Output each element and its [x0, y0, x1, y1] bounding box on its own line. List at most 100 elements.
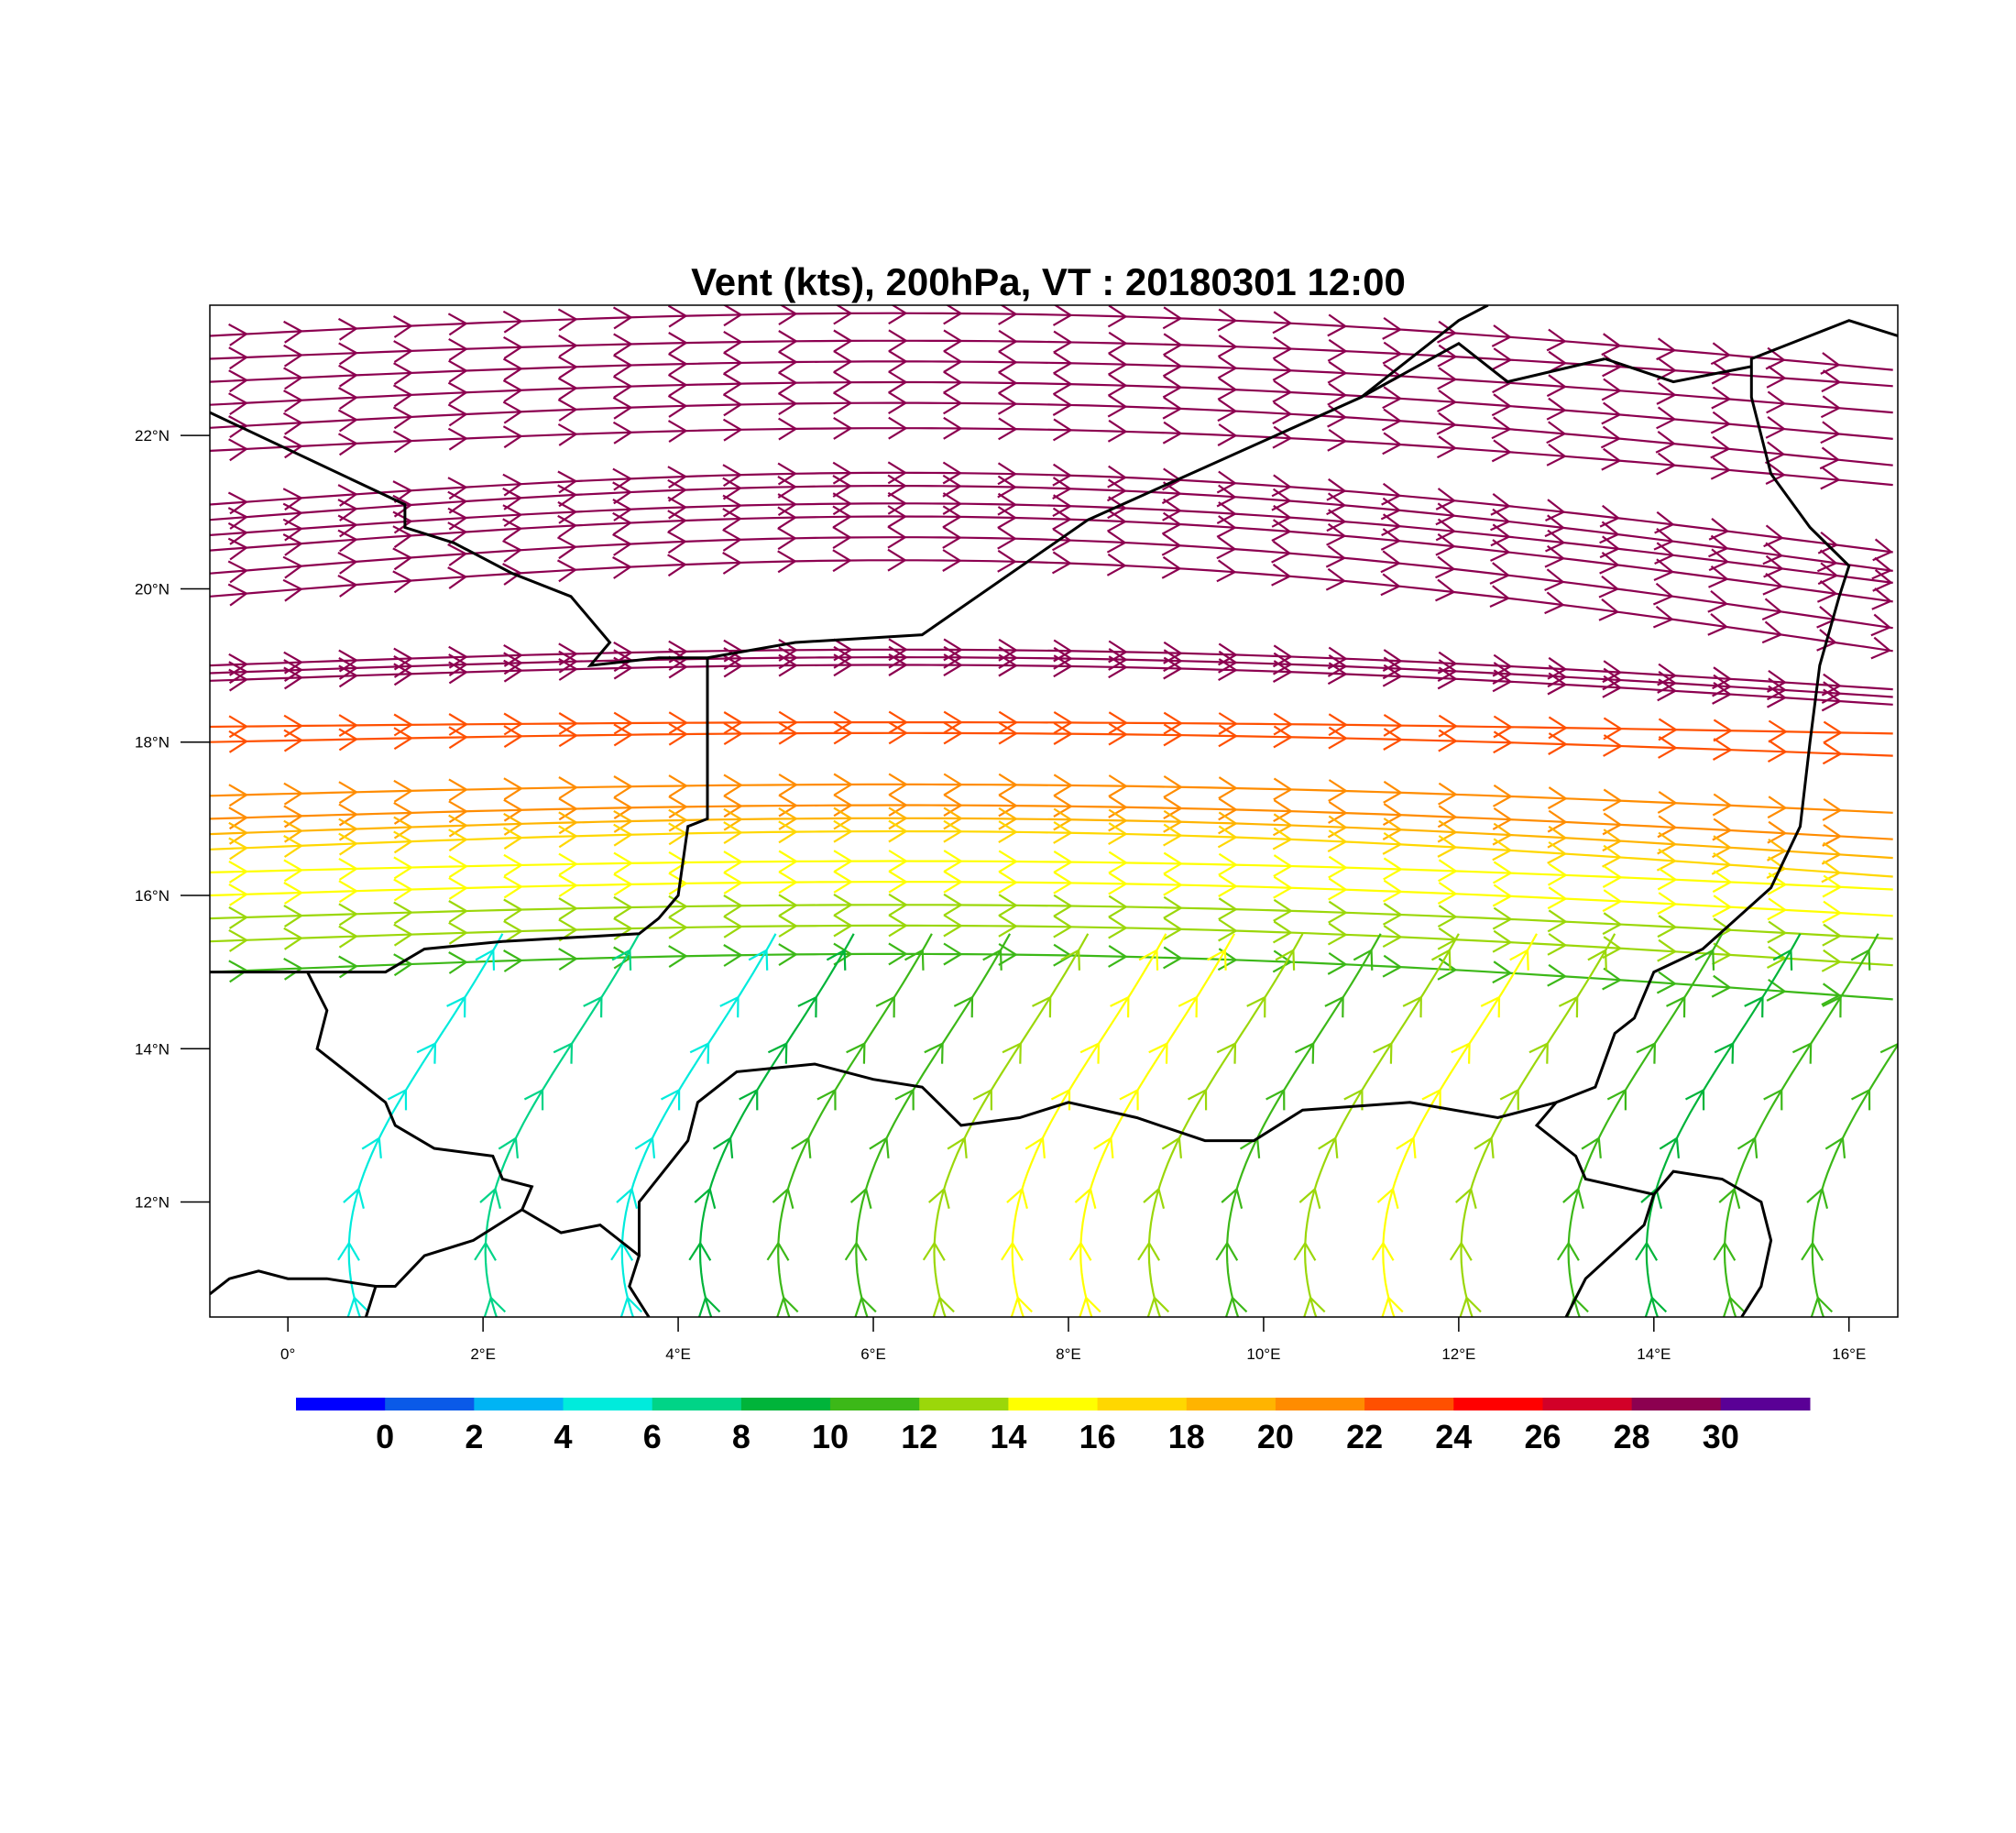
wind-arrowhead — [1493, 715, 1514, 739]
wind-arrowhead — [558, 712, 579, 735]
wind-arrowhead — [1052, 372, 1073, 396]
lon-tick-label: 10°E — [1246, 1345, 1280, 1363]
wind-arrowhead — [557, 484, 578, 508]
wind-arrowhead — [1556, 1241, 1580, 1261]
wind-arrowhead — [228, 415, 248, 439]
colorbar-swatch — [1542, 1398, 1633, 1410]
lon-tick-label: 0° — [280, 1345, 295, 1363]
wind-arrowhead — [846, 1041, 866, 1064]
wind-arrowhead — [1068, 1241, 1092, 1261]
wind-streamline-curved — [1382, 933, 1538, 1317]
wind-arrowhead — [1052, 418, 1073, 442]
wind-arrowhead — [668, 711, 689, 735]
wind-arrowhead — [998, 871, 1018, 895]
wind-arrowhead — [338, 728, 359, 752]
wind-arrowhead — [393, 856, 414, 880]
wind-arrowhead — [1001, 1241, 1024, 1261]
wind-arrowhead — [1438, 729, 1458, 752]
wind-arrowhead — [1656, 357, 1677, 381]
colorbar-label: 20 — [1257, 1418, 1294, 1455]
wind-arrowhead — [778, 850, 799, 873]
wind-arrowhead — [668, 916, 688, 939]
wind-arrowhead — [998, 417, 1018, 441]
wind-arrowhead — [1872, 569, 1893, 592]
wind-arrowhead — [1820, 395, 1842, 419]
wind-arrowhead — [228, 730, 249, 753]
country-border — [1534, 1101, 1773, 1317]
colorbar-label: 16 — [1079, 1418, 1116, 1455]
wind-arrowhead — [1303, 1295, 1326, 1317]
wind-arrowhead — [1052, 507, 1072, 531]
wind-arrowhead — [1053, 654, 1073, 678]
wind-arrowhead — [1273, 875, 1293, 899]
wind-arrowhead — [833, 870, 853, 894]
wind-arrowhead — [1656, 337, 1677, 361]
wind-arrowhead — [1161, 532, 1182, 556]
wind-arrowhead — [1207, 948, 1227, 971]
wind-arrowhead — [1006, 1187, 1028, 1209]
wind-arrowhead — [1328, 877, 1348, 901]
wind-arrowhead — [1106, 553, 1127, 576]
colorbar-swatch — [652, 1398, 742, 1410]
colorbar-label: 12 — [901, 1418, 937, 1455]
wind-streamline-curved — [1645, 933, 1802, 1317]
wind-arrowhead — [1654, 542, 1675, 565]
wind-arrowhead — [1218, 918, 1238, 942]
wind-arrowhead — [1002, 1041, 1022, 1064]
wind-arrowhead — [832, 549, 852, 573]
wind-arrowhead — [558, 724, 579, 748]
wind-arrowhead — [1217, 825, 1238, 849]
wind-arrowhead — [1343, 1088, 1364, 1111]
wind-arrowhead — [1271, 519, 1292, 542]
wind-arrowhead — [1052, 393, 1073, 416]
wind-arrowhead — [283, 859, 304, 883]
wind-arrowhead — [1708, 518, 1730, 541]
wind-arrowhead — [1822, 995, 1842, 1018]
wind-arrowhead — [722, 552, 742, 575]
wind-arrowhead — [557, 377, 578, 401]
wind-arrowhead — [1449, 1241, 1473, 1261]
wind-arrowhead — [888, 370, 908, 394]
wind-arrowhead — [1382, 386, 1403, 410]
wind-arrowhead — [502, 379, 523, 402]
wind-arrowhead — [698, 1295, 721, 1317]
wind-arrowhead — [613, 711, 634, 735]
wind-arrowhead — [343, 1187, 365, 1209]
wind-arrowhead — [943, 350, 963, 373]
wind-arrowhead — [1382, 902, 1403, 926]
wind-arrowhead — [1767, 820, 1788, 844]
wind-arrowhead — [228, 784, 249, 807]
wind-arrowhead — [1766, 390, 1787, 414]
wind-arrowhead — [502, 540, 523, 563]
wind-arrowhead — [1275, 948, 1296, 971]
wind-arrowhead — [503, 725, 523, 749]
wind-arrowhead — [337, 433, 358, 456]
wind-arrowhead — [557, 514, 578, 538]
colorbar-swatch — [474, 1398, 564, 1410]
wind-arrowhead — [613, 775, 634, 798]
wind-arrowhead — [998, 710, 1019, 734]
wind-arrowhead — [1765, 416, 1786, 439]
wind-arrowhead — [1492, 884, 1513, 907]
wind-streamline-curved — [620, 933, 777, 1317]
wind-arrowhead — [1106, 509, 1127, 532]
wind-arrowhead — [475, 948, 496, 971]
wind-arrowhead — [723, 722, 743, 746]
wind-arrowhead — [1558, 995, 1579, 1018]
wind-arrowhead — [998, 942, 1018, 966]
wind-arrowhead — [772, 1187, 794, 1209]
wind-streamline — [210, 427, 1893, 487]
wind-arrowhead — [927, 1187, 950, 1209]
country-border — [1564, 1193, 1656, 1317]
wind-arrowhead — [1816, 580, 1838, 603]
wind-arrowhead — [1162, 354, 1183, 378]
latitude-axis: 12°N 14°N 16°N 18°N 20°N 22°N — [135, 427, 210, 1212]
wind-streamline — [210, 721, 1893, 735]
wind-arrowhead — [447, 313, 468, 336]
wind-arrowhead — [1246, 995, 1266, 1018]
wind-arrowhead — [1024, 1136, 1046, 1158]
wind-arrowhead — [1383, 857, 1403, 881]
wind-arrowhead — [1108, 655, 1128, 679]
wind-arrowhead — [1327, 338, 1348, 362]
wind-arrowhead — [1823, 720, 1844, 744]
